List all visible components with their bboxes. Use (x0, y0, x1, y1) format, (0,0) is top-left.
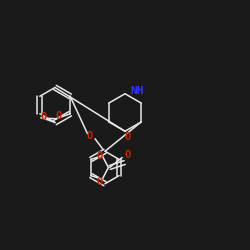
Text: NH: NH (130, 86, 143, 96)
Text: O: O (96, 177, 103, 187)
Text: O: O (56, 111, 62, 121)
Text: O: O (87, 131, 93, 141)
Text: O: O (41, 112, 47, 122)
Text: O: O (124, 150, 130, 160)
Text: O: O (125, 132, 131, 141)
Text: O: O (96, 150, 103, 160)
